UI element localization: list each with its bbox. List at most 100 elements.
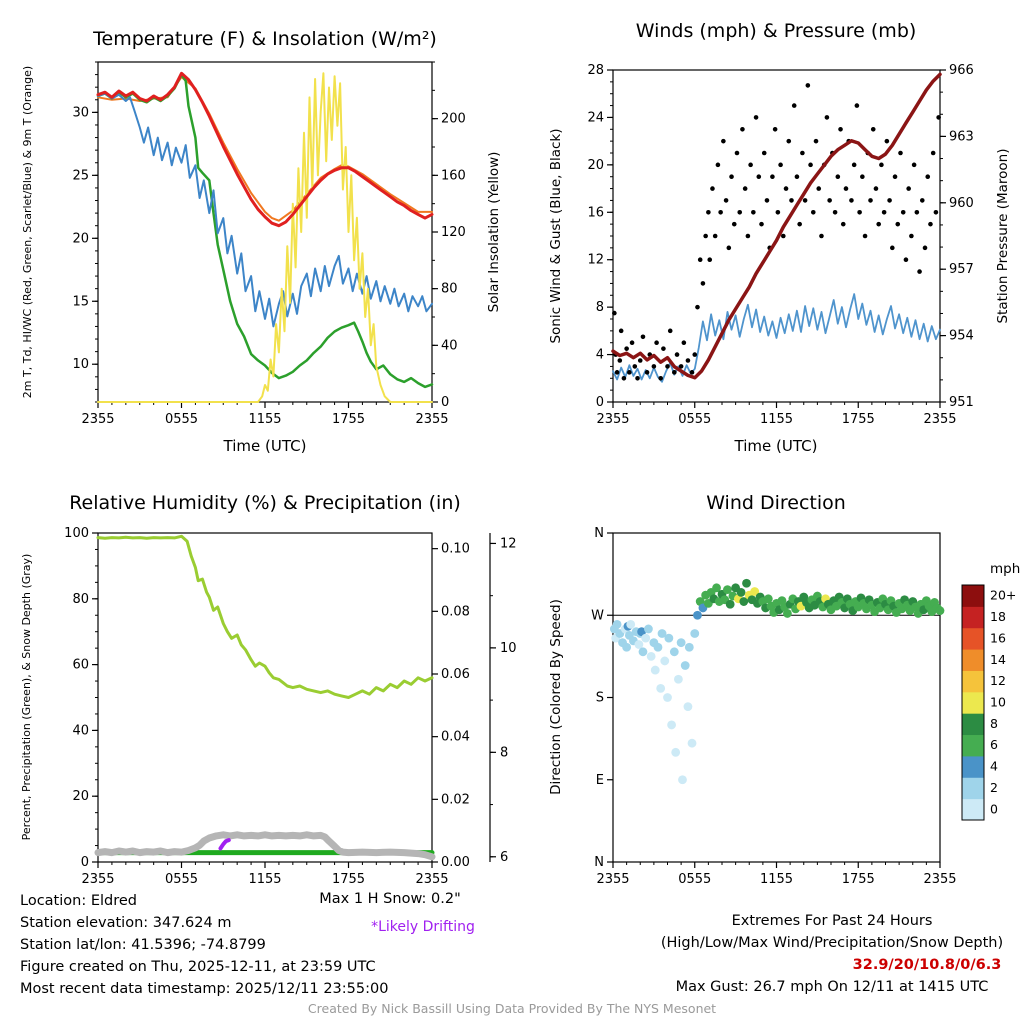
y-axis-label-percent-precip-snow: Percent, Precipitation (Green), & Snow D…: [20, 553, 33, 841]
extremes-values: 32.9/20/10.8/0/6.3: [852, 957, 1002, 973]
svg-text:80: 80: [72, 592, 89, 607]
svg-text:160: 160: [441, 168, 466, 183]
svg-text:mph: mph: [990, 561, 1020, 577]
svg-text:E: E: [596, 773, 604, 788]
svg-text:0: 0: [81, 855, 89, 870]
svg-text:951: 951: [949, 395, 974, 410]
svg-text:1755: 1755: [842, 412, 875, 427]
chart-title-wind-direction: Wind Direction: [706, 492, 846, 514]
svg-text:W: W: [591, 608, 604, 623]
chart-title-humidity-precip: Relative Humidity (%) & Precipitation (i…: [69, 492, 461, 514]
svg-text:N: N: [594, 526, 604, 541]
svg-text:1155: 1155: [760, 872, 793, 887]
likely-drifting-note: *Likely Drifting: [371, 919, 475, 935]
y-axis-label-temperature: 2m T, Td, HI/WC (Red, Green, Scarlet/Blu…: [21, 65, 34, 399]
svg-text:0555: 0555: [165, 872, 198, 887]
max-1h-snow: Max 1 H Snow: 0.2": [319, 891, 461, 907]
svg-text:0555: 0555: [678, 412, 711, 427]
svg-text:20: 20: [587, 158, 604, 173]
extremes-subtitle: (High/Low/Max Wind/Precipitation/Snow De…: [660, 935, 1004, 951]
svg-text:16: 16: [990, 630, 1006, 645]
svg-text:10: 10: [990, 695, 1006, 710]
svg-text:2355: 2355: [596, 412, 629, 427]
svg-text:1755: 1755: [332, 412, 365, 427]
svg-text:0: 0: [596, 395, 604, 410]
svg-text:0.10: 0.10: [441, 542, 470, 557]
svg-text:20: 20: [72, 231, 89, 246]
svg-text:8: 8: [990, 716, 998, 731]
y-axis-label-insolation: Solar Insolation (Yellow): [486, 151, 502, 313]
svg-text:1155: 1155: [248, 412, 281, 427]
svg-text:10: 10: [72, 357, 89, 372]
svg-text:20+: 20+: [990, 588, 1016, 603]
svg-text:28: 28: [587, 63, 604, 78]
max-gust: Max Gust: 26.7 mph On 12/11 at 1415 UTC: [675, 979, 989, 995]
svg-text:966: 966: [949, 63, 974, 78]
svg-text:2355: 2355: [923, 872, 956, 887]
svg-text:4: 4: [596, 348, 604, 363]
svg-text:60: 60: [72, 658, 89, 673]
svg-text:40: 40: [72, 723, 89, 738]
svg-text:16: 16: [587, 205, 604, 220]
svg-text:80: 80: [441, 282, 458, 297]
credit-line: Created By Nick Bassill Using Data Provi…: [307, 1001, 717, 1016]
svg-text:1155: 1155: [248, 872, 281, 887]
svg-text:6: 6: [990, 737, 998, 752]
svg-text:8: 8: [500, 745, 508, 760]
svg-text:0: 0: [441, 395, 449, 410]
svg-text:18: 18: [990, 609, 1006, 624]
y-axis-label-pressure: Station Pressure (Maroon): [995, 148, 1011, 324]
svg-text:8: 8: [596, 300, 604, 315]
svg-text:12: 12: [990, 673, 1006, 688]
svg-text:24: 24: [587, 110, 604, 125]
svg-text:1755: 1755: [842, 872, 875, 887]
station-location: Location: Eldred: [20, 893, 137, 909]
svg-text:120: 120: [441, 225, 466, 240]
svg-text:963: 963: [949, 129, 974, 144]
svg-text:2355: 2355: [923, 412, 956, 427]
svg-text:0: 0: [990, 801, 998, 816]
extremes-title: Extremes For Past 24 Hours: [731, 913, 933, 929]
data-timestamp: Most recent data timestamp: 2025/12/11 2…: [20, 981, 389, 997]
svg-text:0555: 0555: [678, 872, 711, 887]
svg-text:2355: 2355: [596, 872, 629, 887]
svg-text:954: 954: [949, 329, 974, 344]
figure-created: Figure created on Thu, 2025-12-11, at 23…: [20, 959, 376, 975]
chart-title-winds-pressure: Winds (mph) & Pressure (mb): [635, 20, 917, 42]
svg-text:14: 14: [990, 652, 1006, 667]
station-latlon: Station lat/lon: 41.5396; -74.8799: [20, 937, 266, 953]
chart-title-temperature-insolation: Temperature (F) & Insolation (W/m²): [93, 28, 437, 50]
svg-text:25: 25: [72, 168, 89, 183]
svg-text:0.02: 0.02: [441, 792, 470, 807]
svg-text:960: 960: [949, 196, 974, 211]
svg-text:10: 10: [500, 641, 517, 656]
svg-text:100: 100: [64, 526, 89, 541]
svg-text:12: 12: [587, 253, 604, 268]
svg-text:40: 40: [441, 338, 458, 353]
svg-text:4: 4: [990, 759, 998, 774]
svg-text:2355: 2355: [415, 412, 448, 427]
svg-text:0.00: 0.00: [441, 855, 470, 870]
x-axis-label-time-2: Time (UTC): [734, 437, 818, 455]
svg-text:0.04: 0.04: [441, 730, 470, 745]
y-axis-label-direction: Direction (Colored By Speed): [548, 599, 564, 795]
svg-text:1755: 1755: [332, 872, 365, 887]
svg-text:2355: 2355: [81, 412, 114, 427]
station-elevation: Station elevation: 347.624 m: [20, 915, 232, 931]
y-axis-label-wind-gust: Sonic Wind & Gust (Blue, Black): [548, 128, 564, 344]
x-axis-label-time-1: Time (UTC): [223, 437, 307, 455]
svg-text:20: 20: [72, 789, 89, 804]
svg-text:2355: 2355: [81, 872, 114, 887]
svg-text:0.08: 0.08: [441, 604, 470, 619]
svg-text:957: 957: [949, 262, 974, 277]
svg-text:N: N: [594, 855, 604, 870]
svg-text:30: 30: [72, 105, 89, 120]
svg-text:6: 6: [500, 850, 508, 865]
svg-text:1155: 1155: [760, 412, 793, 427]
svg-text:S: S: [596, 691, 604, 706]
svg-text:0555: 0555: [165, 412, 198, 427]
svg-text:0.06: 0.06: [441, 667, 470, 682]
svg-text:15: 15: [72, 294, 89, 309]
